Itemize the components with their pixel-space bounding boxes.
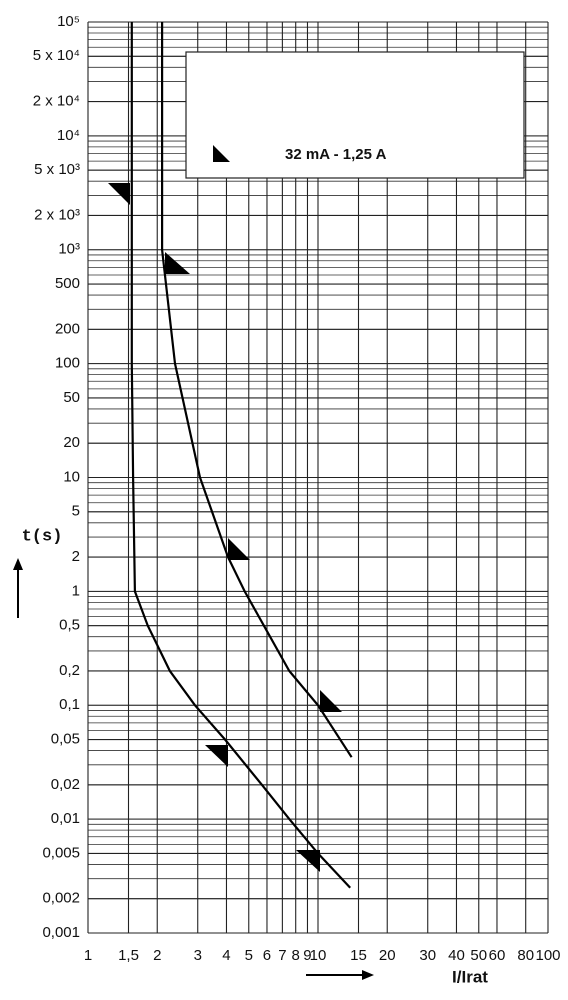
y-tick-label: 0,005: [42, 844, 80, 861]
x-tick-label: 9: [303, 947, 311, 964]
x-tick-label: 6: [263, 947, 271, 964]
x-axis-label: I/Irat: [452, 967, 488, 986]
y-tick-label: 0,05: [51, 730, 80, 747]
y-tick-label: 100: [55, 355, 80, 372]
y-tick-label: 5 x 10³: [34, 161, 80, 178]
y-tick-label: 10⁵: [57, 13, 80, 30]
y-arrow-head: [13, 558, 23, 570]
y-axis-label: t(s): [22, 527, 63, 546]
x-tick-label: 15: [350, 947, 367, 964]
x-tick-label: 4: [222, 947, 230, 964]
y-tick-label: 20: [63, 434, 80, 451]
x-tick-label: 5: [245, 947, 253, 964]
y-tick-label: 50: [63, 389, 80, 406]
y-tick-label: 5 x 10⁴: [33, 47, 80, 64]
y-tick-label: 2: [72, 548, 80, 565]
x-tick-label: 3: [194, 947, 202, 964]
curve: [130, 22, 352, 889]
y-tick-label: 0,001: [42, 924, 80, 941]
curve-marker: [228, 538, 250, 560]
x-tick-label: 7: [278, 947, 286, 964]
y-tick-label: 10⁴: [57, 127, 80, 144]
x-tick-label: 10: [310, 947, 327, 964]
y-tick-label: 0,2: [59, 662, 80, 679]
x-tick-label: 40: [448, 947, 465, 964]
x-tick-label: 80: [517, 947, 534, 964]
legend-label: 32 mA - 1,25 A: [285, 146, 387, 163]
legend-box: [185, 51, 525, 179]
x-tick-label: 20: [379, 947, 396, 964]
y-tick-label: 10³: [58, 241, 80, 258]
curve: [161, 22, 353, 758]
y-tick-label: 500: [55, 275, 80, 292]
x-tick-label: 8: [292, 947, 300, 964]
legend-marker: [213, 145, 230, 162]
y-tick-label: 0,5: [59, 617, 80, 634]
x-tick-label: 60: [489, 947, 506, 964]
curve-marker: [108, 183, 130, 205]
x-tick-label: 1: [84, 947, 92, 964]
y-tick-label: 1: [72, 582, 80, 599]
curve-marker: [165, 252, 190, 274]
y-tick-label: 200: [55, 320, 80, 337]
curve-marker: [320, 690, 342, 712]
x-tick-label: 100: [535, 947, 560, 964]
y-tick-label: 5: [72, 503, 80, 520]
y-tick-label: 0,01: [51, 810, 80, 827]
y-tick-label: 0,1: [59, 696, 80, 713]
x-tick-label: 30: [419, 947, 436, 964]
y-tick-label: 0,02: [51, 776, 80, 793]
x-tick-label: 1,5: [118, 947, 139, 964]
curve-marker: [205, 745, 228, 767]
y-tick-label: 0,002: [42, 890, 80, 907]
y-tick-label: 10: [63, 468, 80, 485]
x-arrow-head: [362, 970, 374, 980]
y-tick-label: 2 x 10³: [34, 206, 80, 223]
y-tick-label: 2 x 10⁴: [33, 93, 80, 110]
curve-marker: [296, 850, 320, 872]
x-tick-label: 50: [470, 947, 487, 964]
x-tick-label: 2: [153, 947, 161, 964]
